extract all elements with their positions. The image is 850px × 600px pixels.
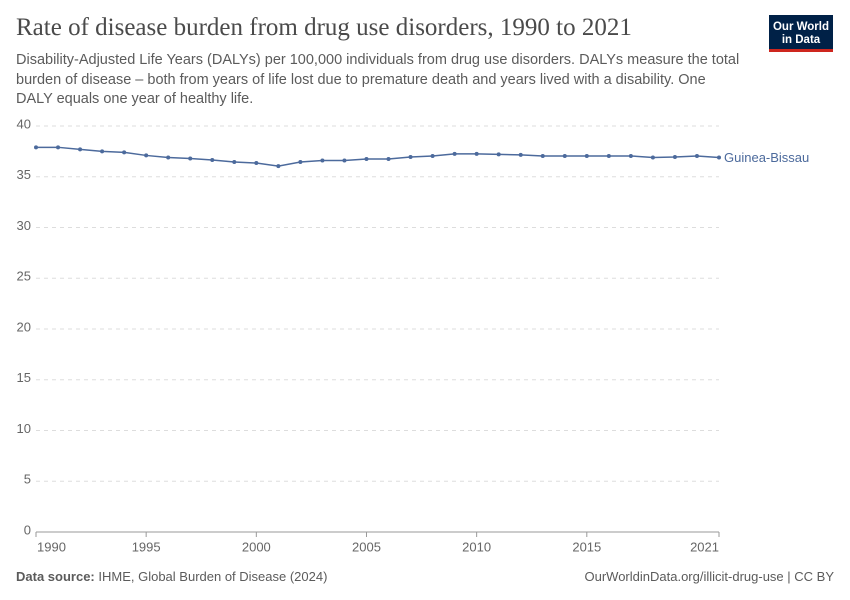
logo-text: in Data — [781, 34, 821, 46]
point — [188, 156, 193, 161]
x-tick-label: 2000 — [242, 539, 271, 554]
x-tick-label: 2010 — [462, 539, 491, 554]
logo-text: Our World — [772, 21, 829, 33]
point — [717, 155, 721, 160]
x-tick-label: 2021 — [690, 539, 719, 554]
source-label: Data source: — [16, 569, 95, 584]
y-tick-label: 40 — [17, 116, 31, 131]
point — [320, 158, 325, 163]
point — [122, 150, 127, 155]
point — [100, 149, 105, 154]
chart-subtitle: Disability-Adjusted Life Years (DALYs) p… — [16, 52, 740, 107]
point — [606, 153, 611, 158]
point — [56, 145, 61, 150]
point — [452, 151, 457, 156]
y-tick-label: 10 — [17, 421, 31, 436]
point — [34, 145, 38, 150]
point — [694, 153, 699, 158]
point — [628, 153, 633, 158]
y-tick-label: 0 — [24, 522, 31, 537]
chart-title: Rate of disease burden from drug use dis… — [16, 14, 632, 41]
y-tick-label: 15 — [17, 370, 31, 385]
x-tick-label: 2015 — [572, 539, 601, 554]
point — [672, 154, 677, 159]
point — [474, 151, 479, 156]
point — [276, 164, 281, 169]
y-tick-label: 30 — [17, 218, 31, 233]
point — [562, 153, 567, 158]
y-tick-label: 35 — [17, 167, 31, 182]
footer-source: Data source: IHME, Global Burden of Dise… — [16, 569, 327, 584]
footer-url[interactable]: OurWorldinData.org/illicit-drug-use | CC… — [584, 569, 835, 584]
point — [496, 152, 501, 157]
logo[interactable]: Our World in Data — [769, 15, 833, 52]
x-tick-label: 2005 — [352, 539, 381, 554]
series-label: Guinea-Bissau — [724, 150, 809, 165]
point — [584, 153, 589, 158]
point — [78, 147, 83, 152]
point — [166, 155, 171, 160]
point — [254, 161, 259, 166]
point — [518, 152, 523, 157]
point — [430, 153, 435, 158]
point — [408, 154, 413, 159]
source-text: IHME, Global Burden of Disease (2024) — [98, 569, 328, 584]
y-tick-label: 5 — [24, 472, 31, 487]
point — [540, 153, 545, 158]
point — [144, 153, 149, 158]
point — [232, 160, 237, 165]
point — [364, 156, 369, 161]
point — [342, 158, 347, 163]
line — [36, 146, 720, 167]
y-tick-label: 25 — [17, 269, 31, 284]
y-tick-label: 20 — [17, 319, 31, 334]
point — [210, 158, 215, 163]
point — [386, 156, 391, 161]
x-tick-label: 1995 — [132, 539, 161, 554]
point — [298, 160, 303, 165]
point — [650, 155, 655, 160]
x-tick-label: 1990 — [37, 539, 66, 554]
